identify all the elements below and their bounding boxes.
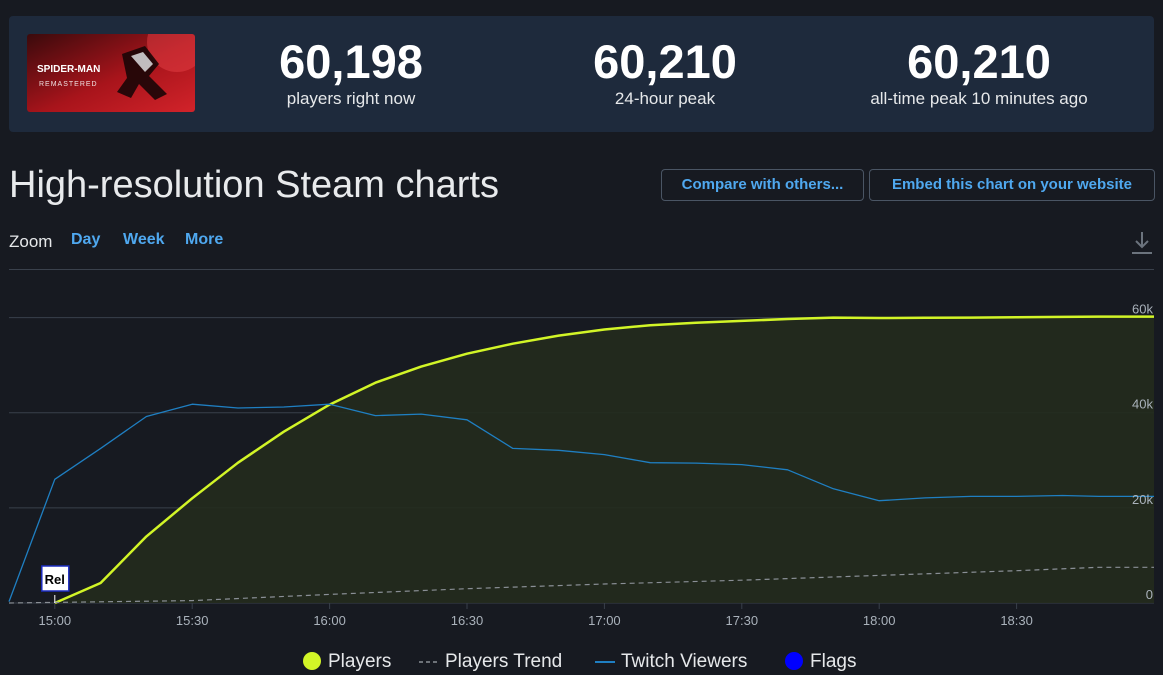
stat-value: 60,210 bbox=[907, 35, 1051, 88]
stat-all-time-peak: 60,210 all-time peak 10 minutes ago bbox=[829, 36, 1129, 110]
stat-value: 60,210 bbox=[593, 35, 737, 88]
flag-box bbox=[41, 565, 70, 592]
embed-chart-button[interactable]: Embed this chart on your website bbox=[869, 169, 1155, 201]
download-icon[interactable] bbox=[1130, 229, 1154, 257]
stat-label: all-time peak 10 minutes ago bbox=[870, 89, 1088, 108]
compare-button[interactable]: Compare with others... bbox=[661, 169, 864, 201]
y-tick-label: 40k bbox=[1132, 397, 1153, 412]
x-tick-label: 15:00 bbox=[39, 613, 72, 628]
x-tick-label: 16:30 bbox=[451, 613, 484, 628]
zoom-more-button[interactable]: More bbox=[185, 231, 224, 248]
y-tick-label: 0 bbox=[1146, 587, 1153, 602]
stat-label: 24-hour peak bbox=[614, 89, 716, 108]
divider bbox=[9, 269, 1154, 270]
release-flag: Rel bbox=[41, 565, 70, 603]
legend-label: Twitch Viewers bbox=[621, 651, 748, 672]
game-logo-line1: SPIDER-MAN bbox=[37, 64, 100, 75]
page-title: High-resolution Steam charts bbox=[9, 164, 499, 206]
zoom-day-button[interactable]: Day bbox=[71, 231, 101, 248]
stat-value: 60,198 bbox=[279, 35, 423, 88]
legend-label: Players Trend bbox=[445, 651, 563, 672]
twitch-viewers-line bbox=[8, 403, 1154, 602]
player-count-chart: 0 20k 40k 60k 15:00 15:30 16:00 16:30 17:00 17:30… bbox=[8, 302, 1154, 628]
legend-players-dot-icon bbox=[303, 652, 321, 670]
x-tick-label: 18:30 bbox=[1000, 613, 1033, 628]
players-line bbox=[54, 315, 1154, 605]
zoom-label: Zoom bbox=[9, 232, 53, 251]
stat-label: players right now bbox=[286, 89, 416, 108]
x-tick-label: 16:00 bbox=[313, 613, 346, 628]
flag-label: Rel bbox=[45, 572, 65, 587]
players-area-fill bbox=[54, 316, 1154, 603]
zoom-week-button[interactable]: Week bbox=[123, 231, 165, 248]
zoom-bar: Zoom bbox=[9, 231, 52, 253]
legend-flags-dot-icon bbox=[785, 652, 803, 670]
stat-24h-peak: 60,210 24-hour peak bbox=[515, 36, 815, 110]
x-tick-label: 18:00 bbox=[863, 613, 896, 628]
y-tick-label: 60k bbox=[1132, 302, 1153, 317]
flag-layer: Rel bbox=[41, 565, 70, 603]
series-layer bbox=[8, 315, 1154, 605]
stats-panel: SPIDER-MAN REMASTERED 60,198 players rig… bbox=[9, 16, 1154, 132]
legend-label: Players bbox=[328, 651, 392, 672]
legend-trend-dash-icon bbox=[419, 661, 439, 663]
chart-legend: Players Players Trend Twitch Viewers Fla… bbox=[0, 650, 1163, 674]
game-banner-image: SPIDER-MAN REMASTERED bbox=[27, 34, 195, 112]
stat-players-now: 60,198 players right now bbox=[201, 36, 501, 110]
x-tick-label: 17:30 bbox=[726, 613, 759, 628]
legend-twitch-line-icon bbox=[595, 661, 615, 663]
x-tick-label: 15:30 bbox=[176, 613, 209, 628]
area-layer bbox=[54, 316, 1154, 603]
y-tick-label: 20k bbox=[1132, 492, 1153, 507]
axis-layer: 0 20k 40k 60k 15:00 15:30 16:00 16:30 17:00 17:30… bbox=[39, 302, 1154, 628]
x-tick-label: 17:00 bbox=[588, 613, 621, 628]
game-logo-line2: REMASTERED bbox=[39, 81, 98, 88]
legend-label: Flags bbox=[810, 651, 857, 672]
